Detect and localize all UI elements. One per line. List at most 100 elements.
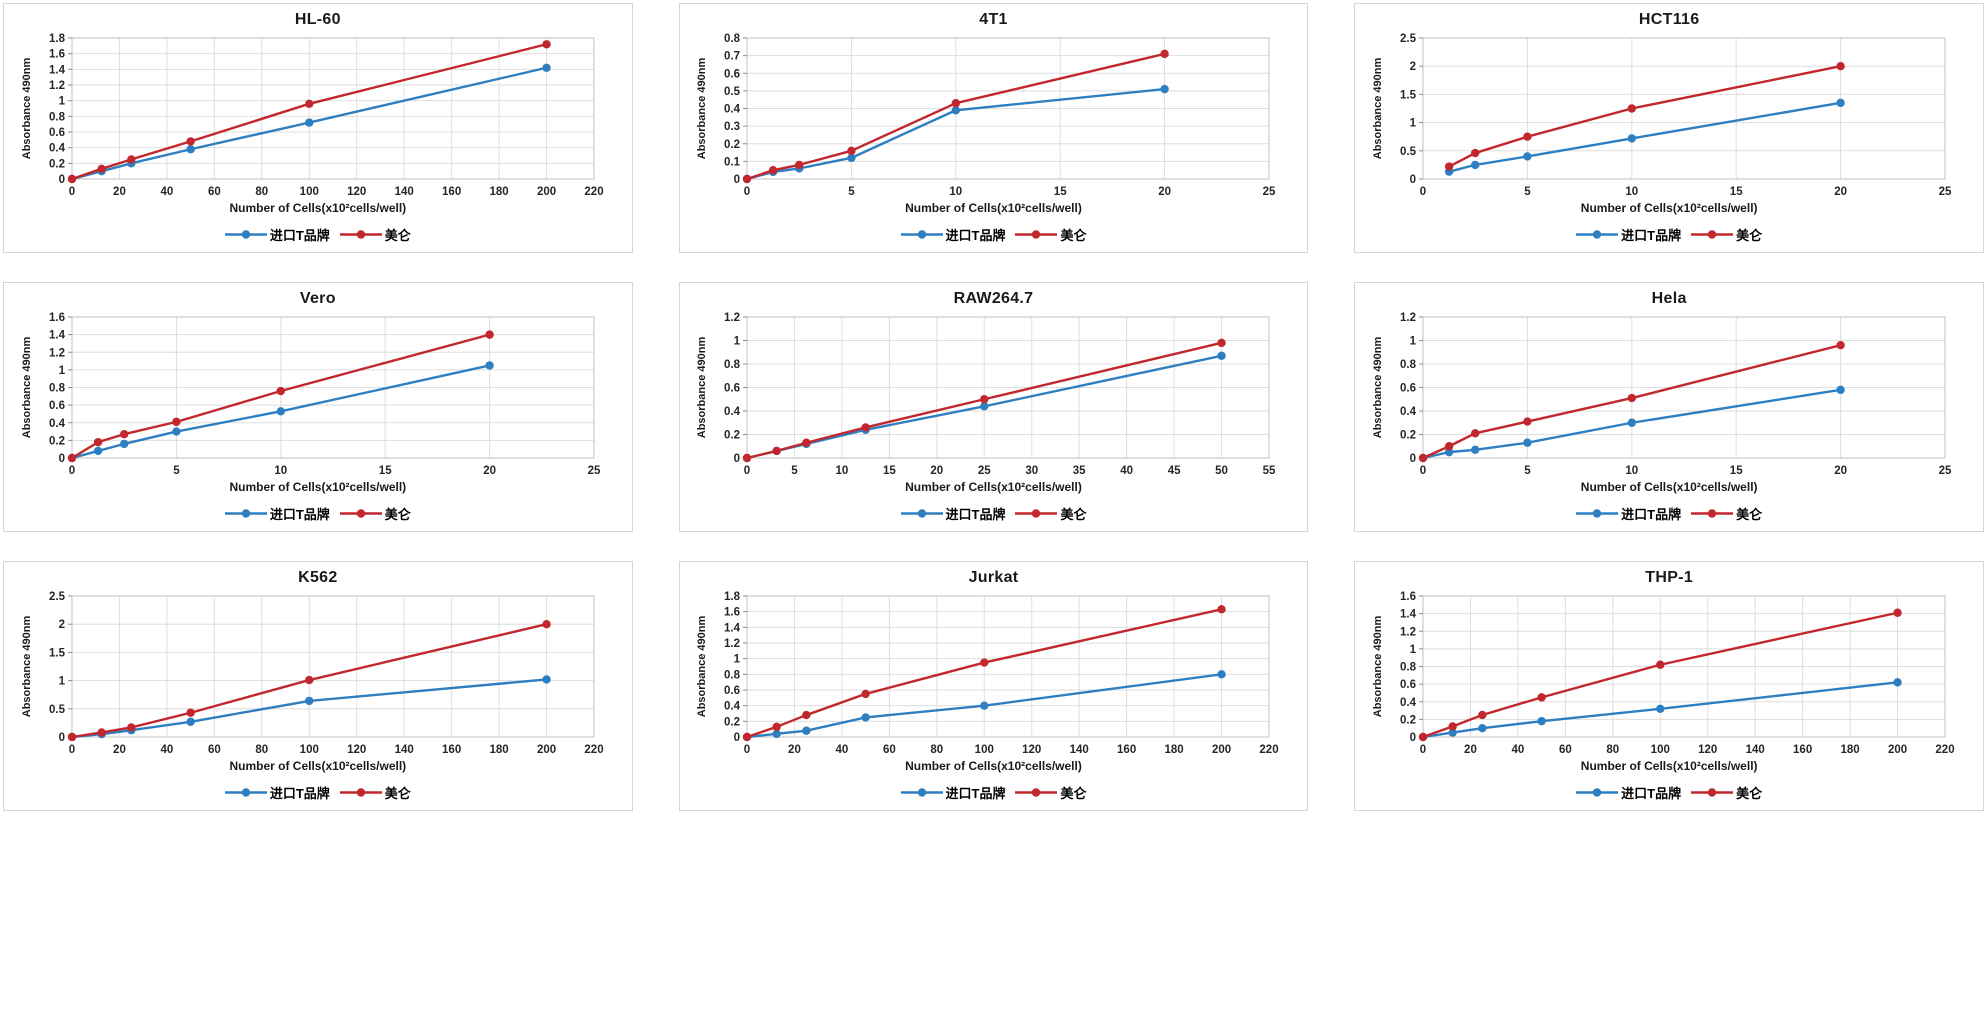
y-tick-label: 0.2: [49, 158, 65, 170]
legend-item-1: 美仑: [339, 504, 411, 523]
x-axis-label: Number of Cells(x10²cells/well): [1580, 759, 1758, 773]
data-point: [172, 417, 181, 427]
x-tick-label: 60: [1559, 744, 1572, 756]
chart-legend: 进口T品牌 美仑: [1576, 225, 1762, 244]
y-tick-label: 1.4: [49, 330, 66, 342]
y-tick-label: 2.5: [49, 591, 66, 603]
data-point: [93, 437, 103, 447]
y-tick-label: 0.6: [1400, 383, 1416, 395]
data-point: [119, 439, 129, 449]
x-tick-label: 55: [1263, 465, 1276, 477]
data-point: [1471, 445, 1480, 454]
data-point: [847, 153, 857, 163]
data-point: [1471, 160, 1480, 170]
data-point: [1537, 716, 1546, 726]
data-point: [542, 675, 551, 684]
legend-label: 进口T品牌: [269, 507, 330, 522]
x-tick-label: 100: [300, 186, 319, 198]
y-tick-label: 0: [1410, 732, 1416, 744]
plot-border: [71, 595, 595, 738]
data-point: [1537, 693, 1546, 702]
y-tick-label: 1.4: [724, 622, 741, 634]
chart-panel-hela: Hela 0 0.2 0.4 0.6 0.8 1 1.2 0 5 10 15 20 25 Absorban…: [1354, 282, 1984, 532]
legend-marker-icon: [1015, 230, 1058, 239]
y-tick-label: 0.4: [1400, 406, 1417, 418]
data-point: [67, 453, 77, 463]
x-tick-label: 0: [744, 465, 750, 477]
y-tick-label: 0: [734, 453, 740, 465]
x-tick-label: 120: [347, 744, 366, 756]
chart-title: K562: [298, 569, 338, 586]
data-point: [485, 361, 494, 370]
y-tick-label: 0.6: [724, 68, 740, 80]
chart-panel-hct116: HCT116 0 0.5 1 1.5 2 2.5 0 5 10 15 20 25 Absorbance …: [1354, 3, 1984, 253]
x-tick-label: 200: [1888, 744, 1907, 756]
line-chart-plot: 0 0.2 0.4 0.6 0.8 1 1.2 1.4 1.6 0 5 10 15 20 25 Absorba…: [21, 312, 601, 477]
x-axis-label: Number of Cells(x10²cells/well): [905, 480, 1082, 494]
data-point: [795, 160, 804, 170]
data-point: [67, 174, 77, 184]
legend-marker-icon: [1576, 788, 1619, 797]
chart-title: HCT116: [1638, 11, 1700, 28]
x-tick-label: 180: [489, 186, 508, 198]
x-tick-label: 10: [950, 186, 963, 198]
y-tick-label: 0.4: [724, 701, 741, 713]
legend-item-0: 进口T品牌: [900, 504, 1005, 523]
y-axis-label: Absorbance 490nm: [21, 616, 33, 718]
data-point: [276, 407, 285, 416]
data-point: [67, 732, 77, 742]
series-line-0: [1421, 681, 1899, 739]
y-tick-label: 1.8: [724, 591, 741, 603]
y-tick-label: 0.2: [724, 716, 740, 728]
legend-item-0: 进口T品牌: [1576, 225, 1681, 244]
legend-item-1: 美仑: [1691, 783, 1762, 802]
data-point: [485, 330, 494, 339]
series-line-0: [1421, 388, 1842, 460]
data-point: [172, 427, 181, 436]
x-tick-label: 40: [160, 744, 173, 756]
legend-label: 美仑: [384, 228, 411, 243]
y-tick-label: 0.8: [724, 33, 741, 45]
legend-dot: [1592, 509, 1602, 518]
data-point: [1217, 351, 1227, 360]
chart-panel-jurkat: Jurkat 0 0.2 0.4 0.6 0.8 1 1.2 1.4 1.6 1.8 0 20 40 60…: [678, 561, 1309, 811]
data-point: [1836, 385, 1845, 395]
data-point: [980, 402, 989, 411]
series-line-0: [746, 87, 1167, 181]
data-point: [1160, 49, 1170, 59]
legend-dot: [356, 788, 365, 797]
x-axis-label: Number of Cells(x10²cells/well): [905, 759, 1082, 773]
legend-label: 进口T品牌: [1621, 507, 1682, 522]
legend-label: 进口T品牌: [1621, 228, 1682, 243]
chart-legend: 进口T品牌 美仑: [900, 783, 1087, 802]
legend-dot: [1707, 788, 1717, 797]
chart-legend: 进口T品牌 美仑: [224, 225, 411, 244]
x-tick-label: 160: [1793, 744, 1812, 756]
plot-border: [71, 37, 595, 180]
y-tick-label: 0.6: [724, 383, 740, 395]
data-point: [802, 726, 812, 735]
x-tick-label: 45: [1168, 465, 1181, 477]
legend-label: 美仑: [1060, 786, 1087, 801]
x-tick-label: 160: [442, 186, 461, 198]
chart-title: Hela: [1651, 290, 1687, 307]
data-point: [1445, 442, 1454, 451]
x-tick-label: 80: [255, 186, 268, 198]
x-tick-label: 140: [1746, 744, 1765, 756]
legend-dot: [1592, 788, 1602, 797]
y-tick-label: 1: [734, 654, 741, 666]
chart-panel-raw264-7: RAW264.7 0 0.2 0.4 0.6 0.8 1 1.2 0 5 10 15 20 25 30 35…: [678, 282, 1309, 532]
data-point: [1836, 98, 1845, 108]
data-point: [952, 106, 961, 115]
legend-marker-icon: [224, 509, 267, 518]
chart-title: HL-60: [294, 11, 341, 28]
legend-marker-icon: [1015, 788, 1058, 797]
data-point: [1448, 728, 1458, 737]
y-tick-label: 1.6: [724, 607, 740, 619]
series-line-0: [746, 673, 1224, 739]
legend-dot: [241, 230, 251, 239]
x-axis-label: Number of Cells(x10²cells/well): [229, 480, 407, 494]
data-point: [304, 118, 314, 127]
series-line-1: [1448, 65, 1842, 168]
plot-border: [1422, 37, 1946, 180]
